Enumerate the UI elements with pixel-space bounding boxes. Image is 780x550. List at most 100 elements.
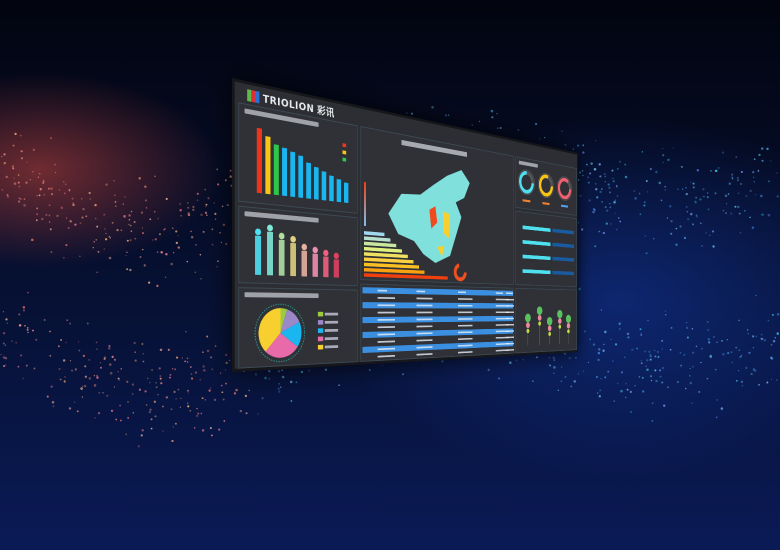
bar — [312, 253, 318, 277]
particle — [615, 185, 618, 188]
particle — [148, 381, 151, 384]
particle — [608, 191, 612, 194]
table-cell — [458, 318, 473, 320]
bar — [336, 178, 342, 203]
particle — [186, 389, 189, 392]
bar — [290, 242, 296, 277]
bubble — [536, 306, 543, 316]
particle — [211, 243, 214, 246]
particle — [725, 203, 728, 205]
particle — [127, 416, 130, 419]
particle — [624, 356, 626, 359]
particle — [0, 353, 2, 356]
particle — [130, 230, 133, 232]
particle — [96, 225, 99, 228]
particle — [48, 214, 51, 217]
particle — [753, 180, 756, 183]
particle — [103, 248, 106, 250]
particle — [50, 251, 53, 253]
particle — [630, 411, 632, 413]
particle — [170, 408, 173, 411]
particle — [210, 434, 213, 437]
particle — [598, 163, 601, 166]
particle — [4, 357, 8, 360]
particle — [655, 170, 658, 174]
table-cell — [416, 318, 433, 321]
particle — [707, 321, 709, 323]
particle — [649, 358, 652, 361]
particle — [614, 343, 618, 346]
particle — [757, 170, 760, 172]
particle — [617, 217, 620, 219]
particle — [638, 376, 641, 378]
particle — [612, 360, 614, 362]
particle — [747, 329, 749, 331]
particle — [115, 418, 118, 421]
particle — [564, 143, 567, 147]
particle — [749, 189, 752, 193]
logo-mark-icon — [247, 89, 260, 104]
particle — [109, 371, 113, 375]
particle — [104, 238, 108, 241]
particle — [715, 416, 718, 419]
particle — [118, 379, 121, 381]
particle — [648, 350, 651, 353]
particle — [158, 233, 161, 236]
particle — [707, 338, 710, 341]
particle — [570, 385, 573, 388]
particle — [760, 337, 762, 340]
particle — [68, 407, 72, 410]
particle — [185, 331, 187, 333]
particle — [761, 159, 764, 162]
particle — [770, 356, 773, 359]
particle — [694, 200, 696, 202]
particle — [187, 211, 190, 215]
particle — [597, 351, 601, 355]
particle — [663, 404, 666, 407]
particle — [598, 230, 601, 233]
particle — [19, 354, 23, 357]
particle — [755, 294, 757, 297]
particle — [62, 359, 66, 362]
particle — [618, 327, 621, 330]
particle — [5, 318, 8, 321]
particle — [746, 329, 749, 331]
particle — [496, 127, 499, 130]
particle — [561, 130, 563, 132]
particle — [126, 380, 129, 383]
particle — [133, 220, 136, 224]
particle — [713, 336, 715, 338]
bubble — [538, 321, 542, 326]
hbar — [522, 240, 551, 247]
particle — [767, 213, 771, 217]
particle — [102, 391, 104, 394]
particle — [201, 429, 205, 432]
particle — [578, 171, 582, 174]
particle — [206, 214, 208, 216]
particle — [13, 177, 15, 179]
particle — [111, 221, 114, 224]
particle — [714, 368, 717, 371]
particle — [604, 376, 607, 379]
panel-hbars — [515, 210, 577, 287]
particle — [758, 383, 760, 386]
particle — [41, 217, 44, 221]
particle — [192, 205, 195, 209]
particle — [54, 171, 57, 174]
particle — [583, 330, 587, 333]
particle — [646, 359, 649, 362]
particle — [49, 137, 53, 140]
particle — [603, 343, 605, 346]
particle — [138, 388, 142, 391]
particle — [219, 231, 221, 234]
particle — [515, 359, 518, 362]
particle — [724, 194, 728, 198]
particle — [11, 340, 13, 342]
particle — [675, 243, 678, 246]
particle — [597, 358, 600, 362]
bar-cap — [323, 249, 329, 257]
particle — [636, 347, 639, 350]
panel-donuts — [515, 156, 577, 216]
hbar-track — [552, 228, 574, 235]
particle — [109, 237, 112, 239]
